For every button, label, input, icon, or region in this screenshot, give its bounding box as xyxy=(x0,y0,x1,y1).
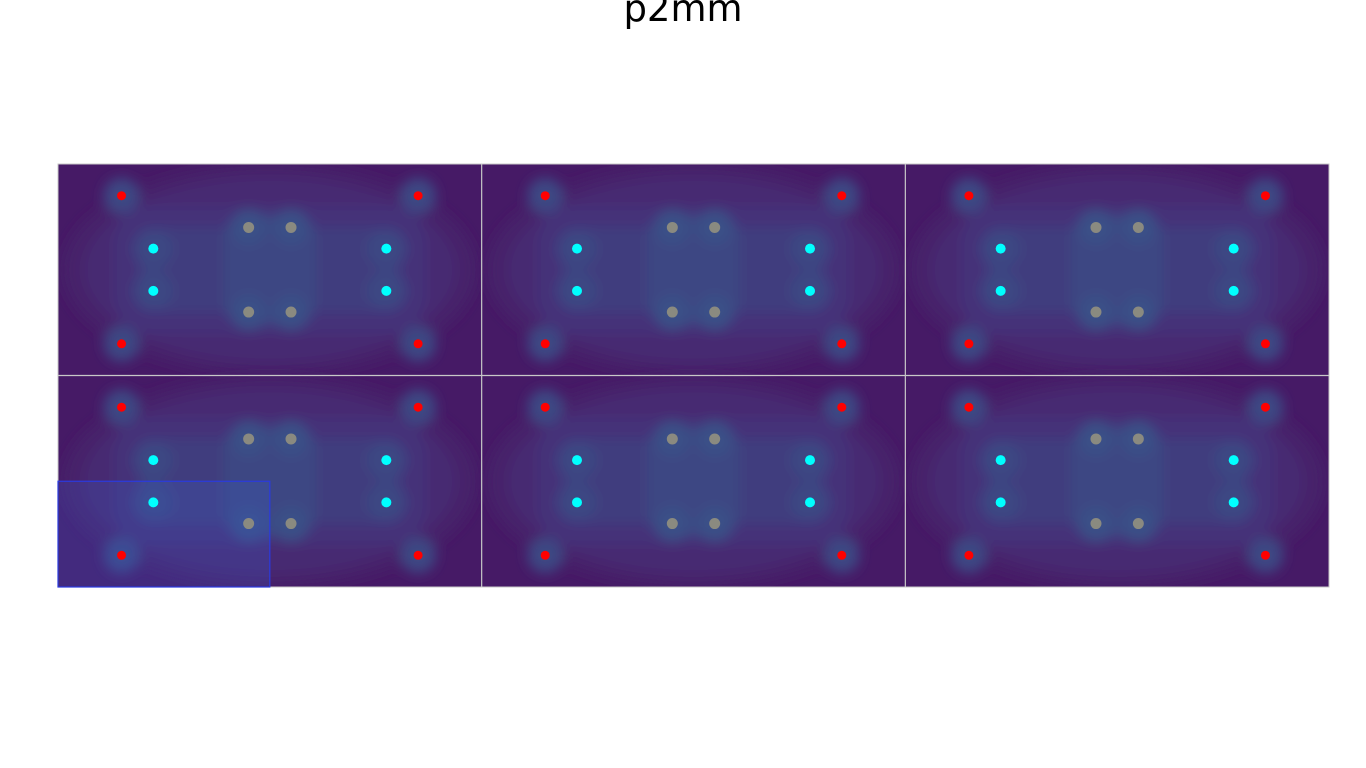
cyan-point xyxy=(381,285,392,296)
gray-point xyxy=(709,306,721,318)
gray-point xyxy=(666,518,678,530)
red-point xyxy=(540,191,550,201)
gray-point xyxy=(1090,306,1102,318)
red-point xyxy=(117,550,127,560)
red-point xyxy=(1260,402,1270,412)
gray-point xyxy=(1090,433,1102,445)
red-point xyxy=(1260,550,1270,560)
cyan-point xyxy=(381,497,392,508)
cyan-point xyxy=(571,285,582,296)
red-point xyxy=(964,339,974,349)
cyan-point xyxy=(1228,285,1239,296)
cyan-point xyxy=(381,455,392,466)
red-point xyxy=(540,339,550,349)
gray-point xyxy=(243,306,255,318)
fundamental-domain-rect xyxy=(57,480,271,588)
cyan-point xyxy=(805,455,816,466)
cyan-point xyxy=(1228,497,1239,508)
red-point xyxy=(837,402,847,412)
red-point xyxy=(964,191,974,201)
cyan-point xyxy=(1228,455,1239,466)
gray-point xyxy=(285,518,297,530)
red-point xyxy=(413,402,423,412)
red-point xyxy=(837,339,847,349)
gray-point xyxy=(285,433,297,445)
gray-point xyxy=(1132,306,1144,318)
gray-point xyxy=(1090,221,1102,233)
cyan-point xyxy=(805,497,816,508)
red-point xyxy=(837,191,847,201)
gray-point xyxy=(285,221,297,233)
cyan-point xyxy=(995,497,1006,508)
gray-point xyxy=(709,433,721,445)
red-point xyxy=(413,339,423,349)
cell-grid xyxy=(57,163,1330,588)
cyan-point xyxy=(995,285,1006,296)
cyan-point xyxy=(571,497,582,508)
cyan-point xyxy=(805,243,816,254)
red-point xyxy=(964,402,974,412)
gray-point xyxy=(709,518,721,530)
cyan-point xyxy=(148,455,159,466)
gray-point xyxy=(285,306,297,318)
field-cell xyxy=(909,375,1325,587)
lattice-outline xyxy=(57,163,1330,588)
page-title: p2mm xyxy=(623,0,743,30)
red-point xyxy=(1260,191,1270,201)
gray-point xyxy=(666,433,678,445)
gray-point xyxy=(243,433,255,445)
red-point xyxy=(540,550,550,560)
field-cell xyxy=(485,164,902,376)
red-point xyxy=(117,191,127,201)
gray-point xyxy=(1090,518,1102,530)
gray-point xyxy=(666,306,678,318)
red-point xyxy=(964,550,974,560)
cyan-point xyxy=(1228,243,1239,254)
fundamental-domain xyxy=(57,480,271,588)
gray-point xyxy=(709,221,721,233)
cyan-point xyxy=(148,285,159,296)
cyan-point xyxy=(995,455,1006,466)
red-point xyxy=(837,550,847,560)
cyan-point xyxy=(381,243,392,254)
cyan-point xyxy=(571,243,582,254)
red-point xyxy=(540,402,550,412)
gray-point xyxy=(243,221,255,233)
red-point xyxy=(1260,339,1270,349)
gray-point xyxy=(1132,518,1144,530)
red-point xyxy=(117,402,127,412)
gray-point xyxy=(1132,221,1144,233)
red-point xyxy=(117,339,127,349)
cyan-point xyxy=(148,497,159,508)
gray-point xyxy=(243,518,255,530)
red-point xyxy=(413,191,423,201)
motif-points xyxy=(117,191,1270,560)
cyan-point xyxy=(995,243,1006,254)
gray-point xyxy=(1132,433,1144,445)
red-point xyxy=(413,550,423,560)
cyan-point xyxy=(571,455,582,466)
cyan-point xyxy=(805,285,816,296)
cyan-point xyxy=(148,243,159,254)
gray-point xyxy=(666,221,678,233)
